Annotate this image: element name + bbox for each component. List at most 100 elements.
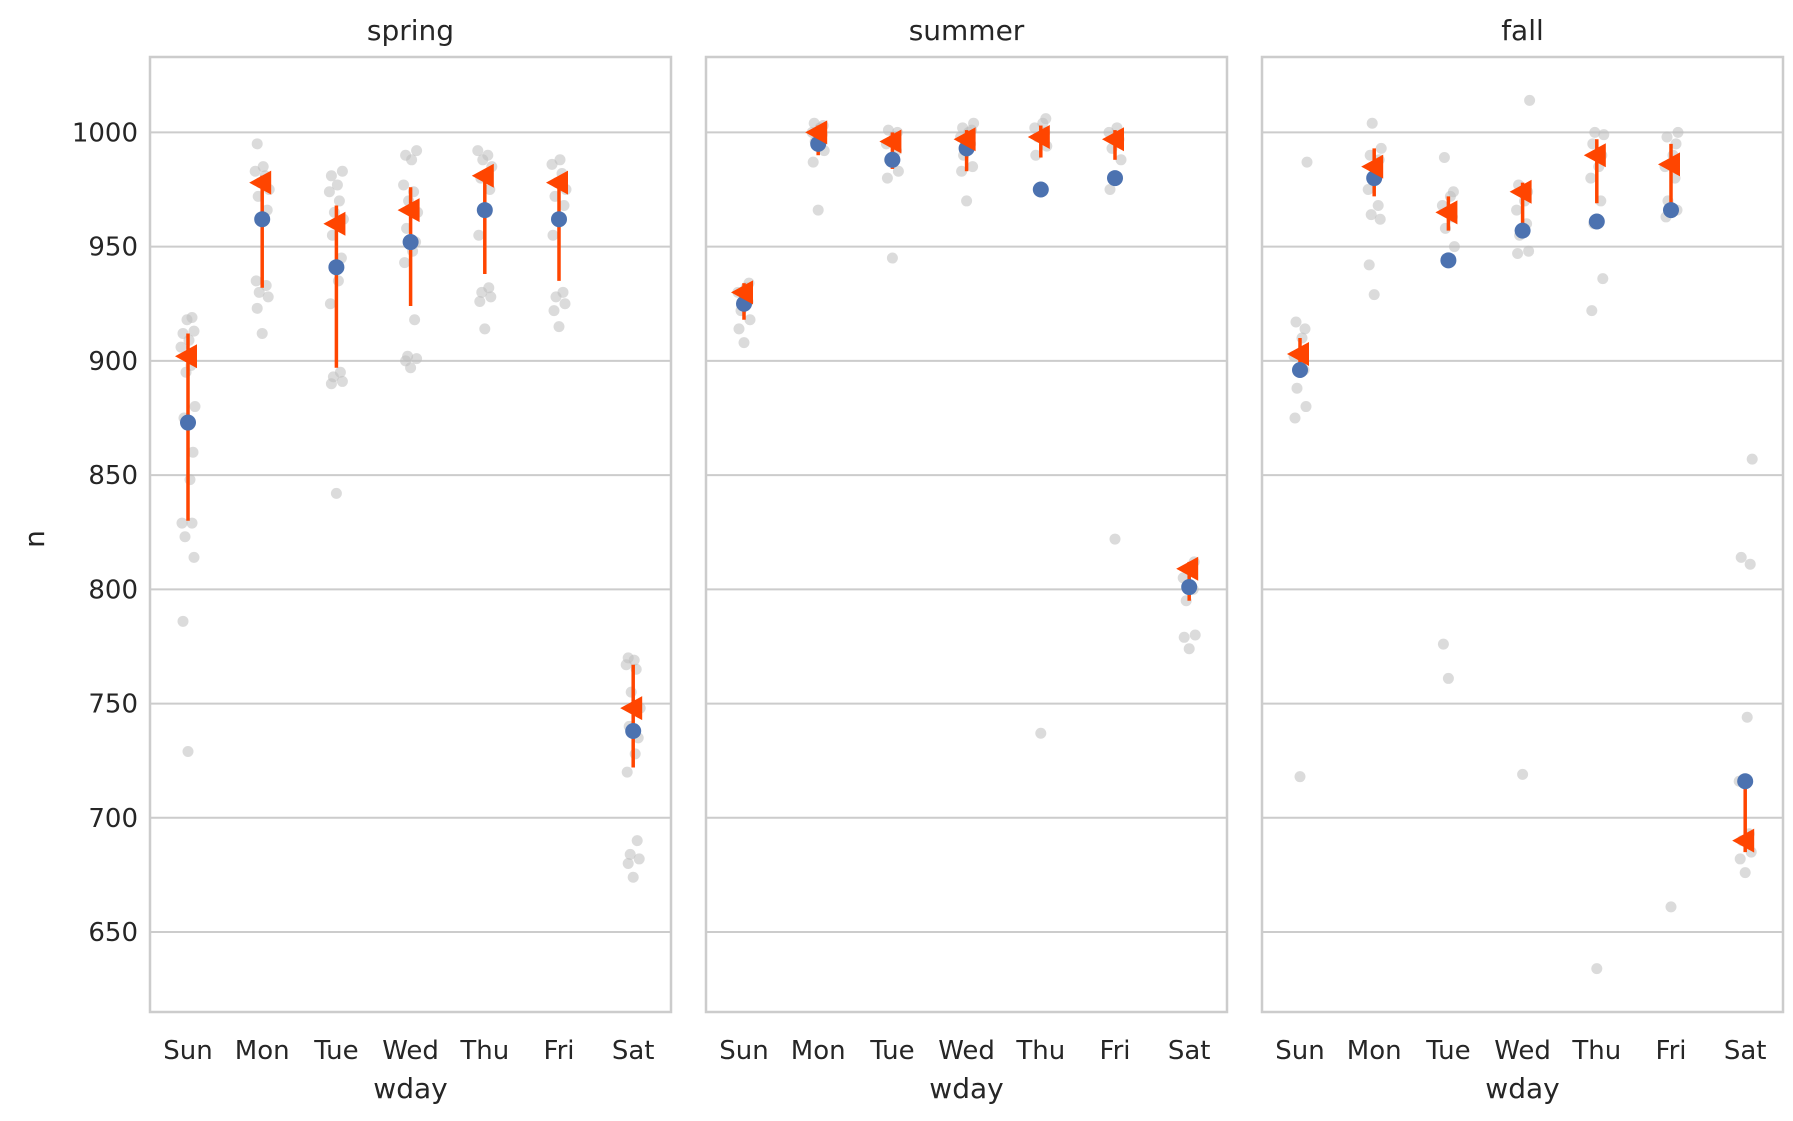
raw-point [1375, 142, 1387, 154]
raw-point [553, 321, 565, 333]
mean-marker [1027, 124, 1050, 149]
raw-point [631, 835, 643, 847]
raw-point [1523, 245, 1535, 257]
raw-point [411, 145, 423, 157]
raw-point [622, 652, 634, 664]
raw-point [1670, 138, 1682, 150]
median-point [625, 722, 642, 739]
raw-point [807, 156, 819, 168]
raw-point [1438, 152, 1450, 164]
y-tick-label: 1000 [72, 118, 138, 148]
raw-point [409, 314, 421, 326]
mean-marker [1658, 152, 1680, 177]
raw-point [1517, 768, 1529, 780]
raw-point [175, 341, 187, 353]
y-tick-label: 700 [88, 804, 138, 834]
raw-point [1448, 241, 1460, 253]
raw-point [738, 337, 750, 349]
x-tick-label: Sun [163, 1036, 212, 1066]
panel-title: spring [367, 14, 454, 47]
raw-point [1109, 533, 1121, 545]
raw-point [744, 314, 756, 326]
raw-point [967, 161, 979, 173]
y-tick-label: 950 [88, 233, 138, 263]
raw-point [633, 853, 645, 865]
raw-point [1735, 551, 1747, 563]
raw-point [188, 551, 200, 563]
mean-marker [953, 127, 976, 152]
x-tick-label: Sun [719, 1036, 768, 1066]
raw-point [1739, 867, 1751, 879]
x-tick-label: Fri [544, 1036, 575, 1066]
raw-point [187, 446, 199, 458]
x-tick-label: Mon [235, 1036, 290, 1066]
raw-point [336, 375, 348, 387]
raw-point [482, 149, 494, 161]
y-tick-label: 800 [88, 575, 138, 605]
raw-point [324, 298, 336, 310]
raw-point [1115, 154, 1127, 166]
raw-point [411, 353, 423, 365]
y-axis-label: n [18, 530, 51, 548]
raw-point [1291, 382, 1303, 394]
raw-point [179, 531, 191, 543]
x-tick-label: Sat [612, 1036, 655, 1066]
raw-point [1741, 711, 1753, 723]
raw-point [256, 327, 268, 339]
x-tick-label: Thu [1015, 1036, 1065, 1066]
raw-point [559, 298, 571, 310]
raw-point [1178, 631, 1190, 643]
mean-marker [249, 170, 272, 195]
raw-point [1301, 156, 1313, 168]
median-point [1292, 362, 1308, 379]
raw-point [479, 323, 491, 335]
mean-marker [1361, 154, 1384, 179]
median-point [476, 202, 493, 219]
median-point [884, 151, 901, 168]
raw-point [1104, 184, 1116, 196]
raw-point [334, 366, 346, 378]
raw-point [1661, 131, 1673, 143]
median-point [1588, 213, 1605, 230]
mean-marker [1102, 127, 1124, 152]
median-point [1663, 202, 1679, 219]
median-point [1440, 252, 1457, 269]
raw-point [1289, 412, 1301, 424]
raw-point [1362, 184, 1374, 196]
raw-point [812, 204, 824, 216]
panel-frame [1260, 55, 1785, 1014]
raw-point [1597, 273, 1609, 285]
raw-point [400, 149, 412, 161]
raw-point [1363, 259, 1375, 271]
raw-point [398, 179, 410, 191]
raw-point [402, 350, 414, 362]
x-tick-label: Thu [459, 1036, 509, 1066]
raw-point [1586, 305, 1598, 317]
raw-point [177, 327, 189, 339]
raw-point [323, 186, 335, 198]
mean-marker [879, 129, 902, 154]
panel-summer: summer Sun Mon Tue Wed Thu Fri Sat wday [704, 14, 1229, 1105]
raw-point [253, 286, 265, 298]
raw-point [547, 229, 559, 241]
x-tick-label: Tue [313, 1036, 358, 1066]
raw-point [474, 295, 486, 307]
raw-point [1372, 200, 1384, 212]
raw-point [1366, 117, 1378, 129]
raw-point [472, 145, 484, 157]
raw-point [332, 275, 344, 287]
median-point [328, 259, 345, 276]
panel-title: fall [1501, 14, 1544, 47]
raw-point [1437, 638, 1449, 650]
x-tick-label: Sat [1724, 1036, 1767, 1066]
raw-point [473, 229, 485, 241]
y-tick-label: 750 [88, 690, 138, 720]
x-tick-label: Wed [938, 1036, 995, 1066]
raw-point [961, 195, 973, 207]
raw-point [1365, 209, 1377, 221]
raw-point [1299, 323, 1311, 335]
raw-point [624, 848, 636, 860]
median-point [551, 211, 567, 228]
raw-point [483, 282, 495, 294]
